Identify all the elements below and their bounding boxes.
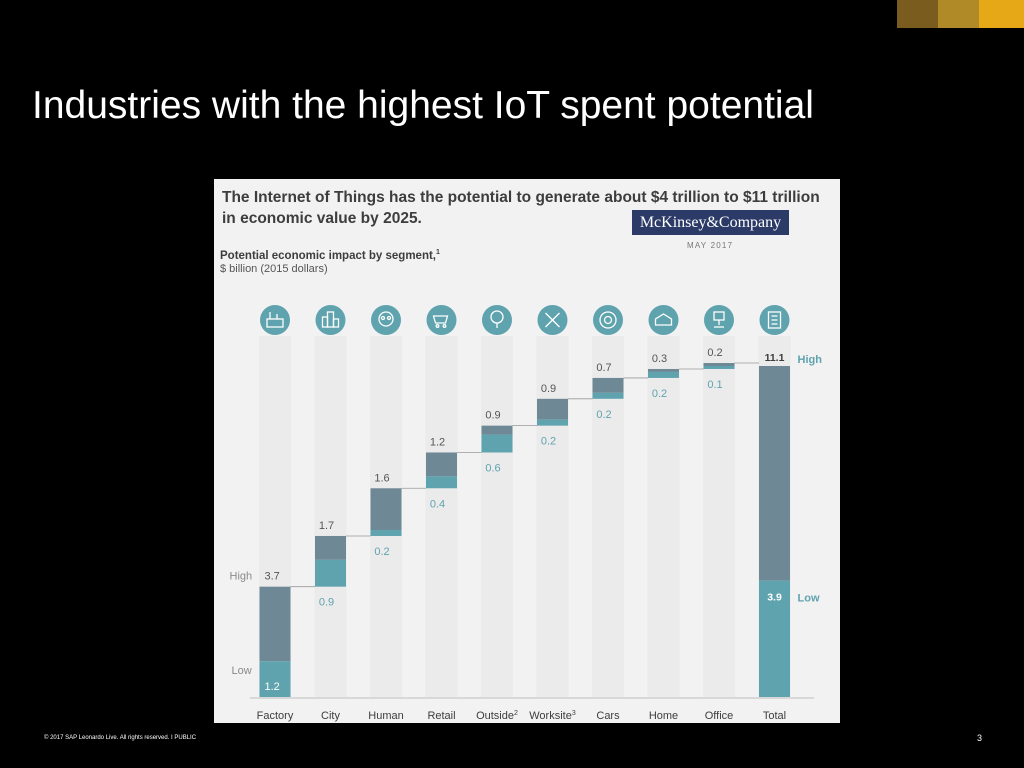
human-icon-glyph <box>386 315 392 321</box>
value-label-high: 0.9 <box>541 383 556 395</box>
bar-low-city <box>315 559 346 587</box>
value-label-high: 0.3 <box>652 353 667 365</box>
bar-high-home <box>648 368 679 372</box>
outside-icon <box>482 305 512 335</box>
chart-subtitle-footnote: 1 <box>436 249 440 256</box>
category-label: Worksite3 <box>529 710 576 722</box>
chart-subtitle: Potential economic impact by segment,1 <box>220 249 440 262</box>
value-label-high: 1.6 <box>374 472 389 484</box>
mckinsey-logo: McKinsey&Company <box>632 210 789 235</box>
value-label-high: 0.9 <box>485 410 500 422</box>
value-label-low: 0.2 <box>374 546 389 558</box>
category-footnote: 2 <box>514 710 518 717</box>
human-icon <box>371 305 401 335</box>
value-label-high: 1.7 <box>319 520 334 532</box>
column-guide <box>647 336 680 697</box>
bar-high-retail <box>426 452 457 477</box>
accent-bar-dark <box>897 0 938 28</box>
bar-high-factory <box>259 586 291 662</box>
value-label-high: 1.2 <box>430 436 445 448</box>
chart-card: The Internet of Things has the potential… <box>214 179 840 723</box>
human-icon-glyph <box>380 315 386 321</box>
bar-low-worksite <box>537 419 568 426</box>
city-icon <box>315 305 346 335</box>
category-label: Office <box>705 710 734 722</box>
value-label-low: 0.2 <box>652 388 667 400</box>
chart-subtitle-text: Potential economic impact by segment, <box>220 249 436 262</box>
value-label-low: 0.6 <box>485 462 500 474</box>
bar-high-office <box>703 363 735 366</box>
bar-low-total <box>759 580 790 697</box>
accent-bar-mid <box>938 0 979 28</box>
legend-low-label: Low <box>798 593 820 605</box>
bar-low-cars <box>592 392 624 399</box>
bar-low-human <box>370 530 402 536</box>
value-label-low: 0.4 <box>430 498 445 510</box>
retail-icon <box>426 305 457 335</box>
bar-high-city <box>315 535 346 560</box>
chart-headline: The Internet of Things has the potential… <box>222 189 820 227</box>
value-label-low: 3.9 <box>767 592 782 604</box>
category-label: Retail <box>427 710 455 722</box>
category-label: City <box>321 710 340 722</box>
factory-icon-glyph <box>266 318 284 328</box>
axis-high-label: High <box>230 571 253 583</box>
value-label-high: 0.2 <box>707 347 722 359</box>
publication-date: MAY 2017 <box>687 241 734 250</box>
cars-icon <box>593 305 623 335</box>
category-label: Total <box>763 710 786 722</box>
factory-icon <box>260 305 290 335</box>
footer-copyright: © 2017 SAP Leonardo Live. All rights res… <box>44 735 197 741</box>
human-icon-glyph <box>378 311 394 327</box>
value-label-low: 0.1 <box>707 379 722 391</box>
value-label-low: 0.9 <box>319 597 334 609</box>
value-label-high: 3.7 <box>265 571 280 583</box>
chart-units: $ billion (2015 dollars) <box>220 263 328 275</box>
city-icon-glyph <box>332 318 340 328</box>
value-label-low: 1.2 <box>265 681 280 693</box>
home-icon-glyph <box>654 313 673 326</box>
bar-low-home <box>648 371 679 378</box>
accent-bar-light <box>979 0 1024 28</box>
page-number: 3 <box>976 733 982 743</box>
bar-high-cars <box>592 377 624 393</box>
column-guide <box>425 336 458 697</box>
category-label: Factory <box>257 710 294 722</box>
home-icon <box>648 305 679 335</box>
bar-low-retail <box>426 476 457 489</box>
bar-high-outside <box>481 425 513 435</box>
category-label: Home <box>649 710 678 722</box>
bar-low-office <box>703 366 735 369</box>
category-footnote: 3 <box>572 710 576 717</box>
bar-high-human <box>370 488 402 531</box>
slide-title: Industries with the highest IoT spent po… <box>32 84 814 127</box>
cars-icon-glyph <box>599 311 617 329</box>
column-guide <box>481 336 513 697</box>
bar-low-outside <box>481 434 513 453</box>
retail-icon-glyph <box>432 315 449 324</box>
retail-icon-glyph <box>435 324 440 328</box>
column-guide <box>536 336 569 697</box>
category-label: Outside2 <box>476 710 518 722</box>
cars-icon-glyph <box>603 315 613 325</box>
bar-low-factory <box>259 661 291 697</box>
value-label-high: 0.7 <box>596 362 611 374</box>
category-label: Human <box>368 710 403 722</box>
value-label-low: 0.2 <box>596 409 611 421</box>
category-label: Cars <box>596 710 620 722</box>
retail-icon-glyph <box>442 324 447 328</box>
legend-high-label: High <box>798 354 823 366</box>
bar-high-worksite <box>537 398 568 420</box>
total-icon-glyph <box>767 311 782 329</box>
bar-high-total <box>759 366 790 581</box>
axis-low-label: Low <box>232 665 252 677</box>
value-label-low: 0.2 <box>541 436 556 448</box>
column-guide <box>314 336 347 697</box>
waterfall-chart: Factory 3.7 1.2 High Low City 1.7 0.9 Human 1.6 0.… <box>230 305 823 722</box>
value-label-high: 11.1 <box>765 352 785 364</box>
column-guide <box>703 336 735 697</box>
worksite-icon-glyph <box>545 312 560 328</box>
